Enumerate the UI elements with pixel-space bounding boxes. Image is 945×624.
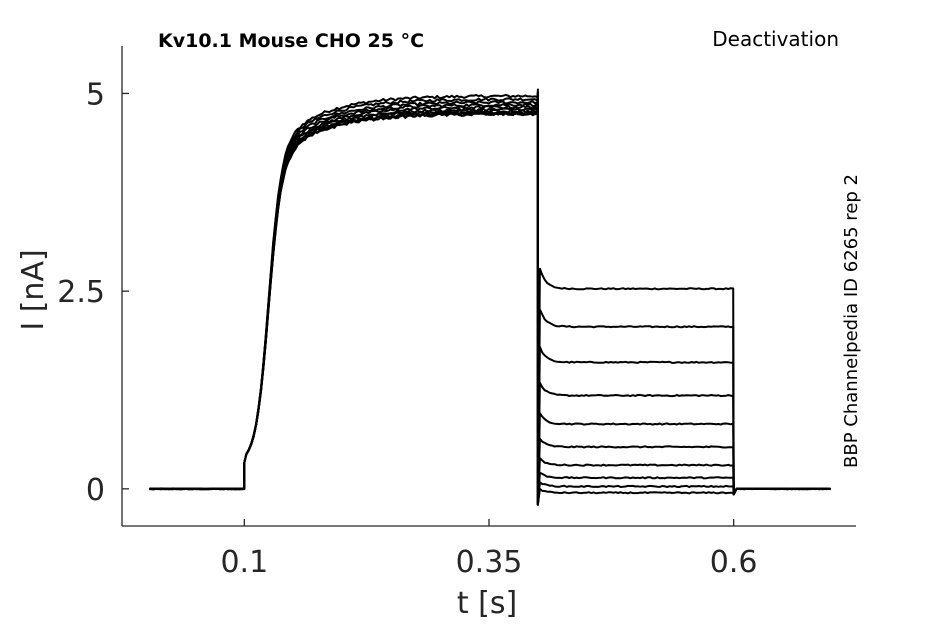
y-tick-label: 2.5 <box>57 275 105 310</box>
source-id-label: BBP Channelpedia ID 6265 rep 2 <box>841 174 862 468</box>
protocol-label: Deactivation <box>712 27 839 51</box>
y-tick-label: 0 <box>86 473 105 508</box>
x-tick-label: 0.35 <box>456 545 523 580</box>
y-axis-label: I [nA] <box>16 249 51 330</box>
current-trace <box>149 106 831 506</box>
chart-title: Kv10.1 Mouse CHO 25 °C <box>158 30 424 52</box>
x-tick-label: 0.6 <box>710 545 758 580</box>
y-tick-label: 5 <box>86 77 105 112</box>
x-axis-label: t [s] <box>457 586 517 621</box>
x-tick-label: 0.1 <box>220 545 268 580</box>
